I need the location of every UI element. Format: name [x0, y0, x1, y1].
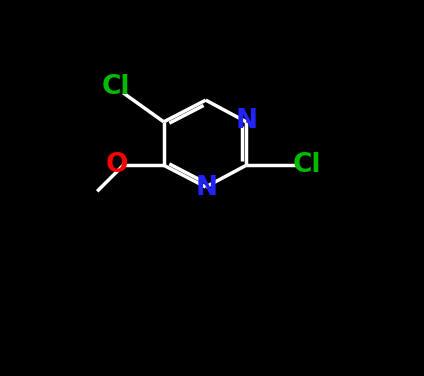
- Text: N: N: [236, 108, 258, 134]
- Text: Cl: Cl: [293, 152, 321, 178]
- Text: O: O: [106, 152, 128, 178]
- Text: N: N: [195, 175, 218, 201]
- Text: Cl: Cl: [102, 74, 130, 100]
